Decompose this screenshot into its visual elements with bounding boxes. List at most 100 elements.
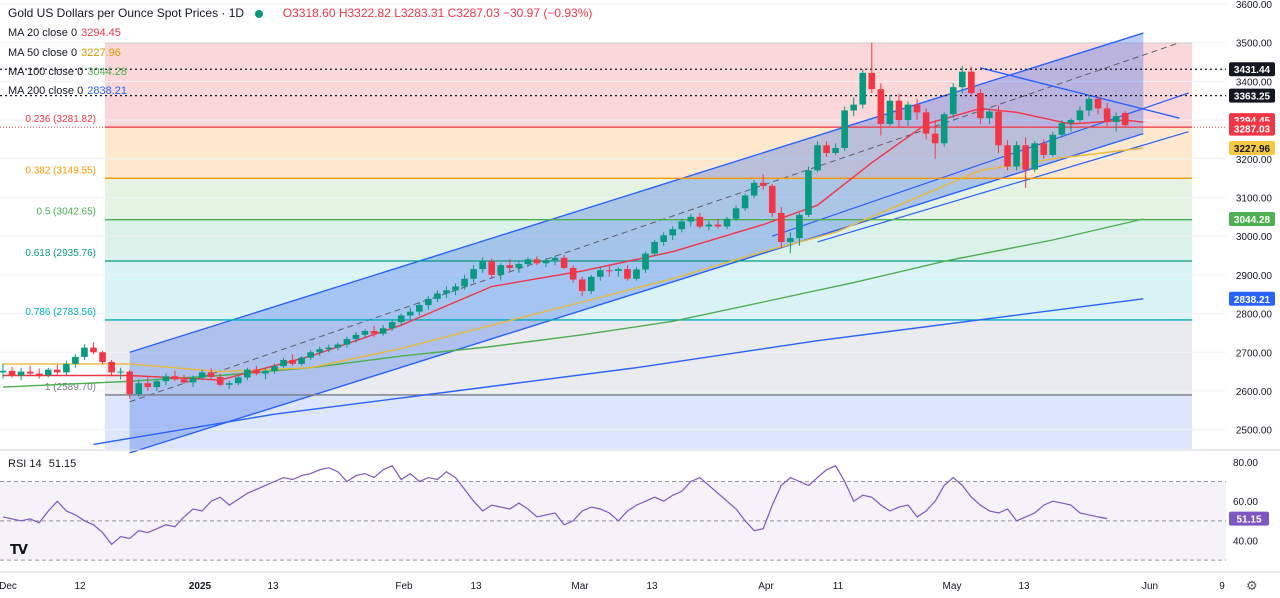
- price-tick-label: 3400.00: [1236, 77, 1273, 88]
- candle-body: [1031, 143, 1038, 170]
- time-axis[interactable]: Dec 12 2025 13 Feb 13 Mar 13 Apr 11 May 13 Jun 9: [0, 571, 1280, 592]
- candle-body: [379, 328, 387, 334]
- candle: [578, 276, 586, 297]
- rsi-panel: 40.00 60.00 80.00 51.15: [0, 449, 1280, 561]
- candle: [551, 255, 559, 266]
- price-tick-label: 3500.00: [1236, 39, 1273, 50]
- chart-header: Gold US Dollars per Ounce Spot Prices · …: [8, 6, 592, 20]
- candle-body: [723, 218, 731, 227]
- candle-body: [479, 261, 486, 270]
- candle-body: [533, 259, 541, 264]
- candle-body: [859, 72, 867, 105]
- candle: [316, 346, 324, 357]
- tradingview-logo-icon[interactable]: TV: [10, 543, 28, 558]
- candle-body: [759, 182, 767, 186]
- candle-body: [280, 360, 287, 367]
- candle-body: [1022, 145, 1029, 170]
- candle-body: [1067, 120, 1075, 124]
- candle: [397, 313, 405, 326]
- price-grid: [0, 3, 1226, 431]
- rsi-legend[interactable]: RSI 14 51.15: [8, 458, 77, 470]
- fib-level-label: 0.382 (3149.55): [25, 165, 96, 176]
- price-tag: 3431.44: [1229, 62, 1275, 77]
- candle-body: [397, 315, 405, 323]
- price-tag-bg: [1229, 62, 1275, 77]
- candle: [235, 375, 242, 386]
- candle-body: [225, 383, 233, 385]
- candle: [986, 108, 993, 124]
- candle-body: [1004, 145, 1011, 167]
- rsi-value-tag: [1229, 511, 1269, 526]
- candle: [1067, 118, 1075, 132]
- candle: [642, 251, 649, 273]
- price-tick-label: 2700.00: [1236, 348, 1273, 359]
- candle-body: [1058, 123, 1066, 135]
- price-tag: 3227.96: [1229, 140, 1275, 155]
- candle: [1103, 102, 1111, 126]
- candle: [805, 166, 812, 217]
- candle: [768, 183, 776, 217]
- rsi-value-tag-label: 51.15: [1236, 515, 1261, 526]
- rsi-tick-label: 60.00: [1233, 497, 1258, 508]
- candle: [678, 218, 686, 233]
- candle-body: [823, 145, 830, 153]
- ma20-legend[interactable]: MA 20 close 0 3294.45: [8, 27, 121, 39]
- candle: [922, 108, 930, 140]
- candle: [416, 301, 423, 316]
- candle-body: [325, 347, 333, 350]
- candle: [361, 329, 369, 338]
- candle: [198, 369, 206, 381]
- candle: [931, 120, 939, 159]
- candle: [244, 367, 251, 381]
- rsi-line: [2, 465, 1108, 546]
- candle-body: [687, 216, 695, 222]
- candle-body: [787, 238, 794, 242]
- candle: [0, 363, 7, 379]
- candle-body: [271, 366, 278, 371]
- candle: [298, 356, 305, 366]
- candle: [153, 379, 161, 391]
- symbol-title[interactable]: Gold US Dollars per Ounce Spot Prices · …: [8, 6, 245, 20]
- candle: [325, 344, 333, 353]
- ma50-legend[interactable]: MA 50 close 0 3227.96: [8, 47, 121, 59]
- candle-body: [497, 265, 505, 275]
- price-tick-label: 2500.00: [1236, 426, 1273, 437]
- candle: [560, 254, 568, 270]
- candle-body: [832, 147, 839, 153]
- candle-body: [696, 216, 704, 227]
- candle-body: [1112, 116, 1120, 123]
- candle: [35, 368, 43, 379]
- candle: [144, 377, 152, 391]
- candle: [606, 265, 613, 277]
- candle-body: [886, 100, 894, 124]
- candle: [1004, 140, 1011, 171]
- ma200-legend[interactable]: MA 200 close 0 2838.21: [8, 85, 127, 97]
- candle-body: [198, 372, 206, 378]
- candle-body: [8, 370, 16, 376]
- candle: [705, 220, 713, 231]
- candle-body: [26, 371, 34, 374]
- candle: [1013, 141, 1020, 171]
- candle: [497, 263, 505, 281]
- candle-body: [524, 259, 532, 265]
- price-tick-label: 2900.00: [1236, 271, 1273, 282]
- candle-body: [778, 212, 785, 242]
- candle: [63, 360, 70, 376]
- candle-body: [216, 377, 224, 385]
- gear-icon[interactable]: ⚙: [1246, 578, 1258, 593]
- candle: [587, 274, 595, 295]
- candle-body: [949, 87, 957, 115]
- candle-body: [289, 360, 296, 364]
- candle-body: [940, 114, 948, 144]
- candle-body: [207, 372, 215, 378]
- price-tick-label: 3100.00: [1236, 193, 1273, 204]
- candle-body: [253, 369, 260, 374]
- candle: [624, 265, 631, 281]
- price-tag: 2838.21: [1229, 291, 1275, 306]
- price-tag-label: 3287.03: [1234, 125, 1271, 136]
- candle: [687, 213, 695, 227]
- fib-zone: [105, 178, 1192, 220]
- ma100-legend[interactable]: MA 100 close 0 3044.28: [8, 66, 127, 78]
- candle: [696, 212, 704, 229]
